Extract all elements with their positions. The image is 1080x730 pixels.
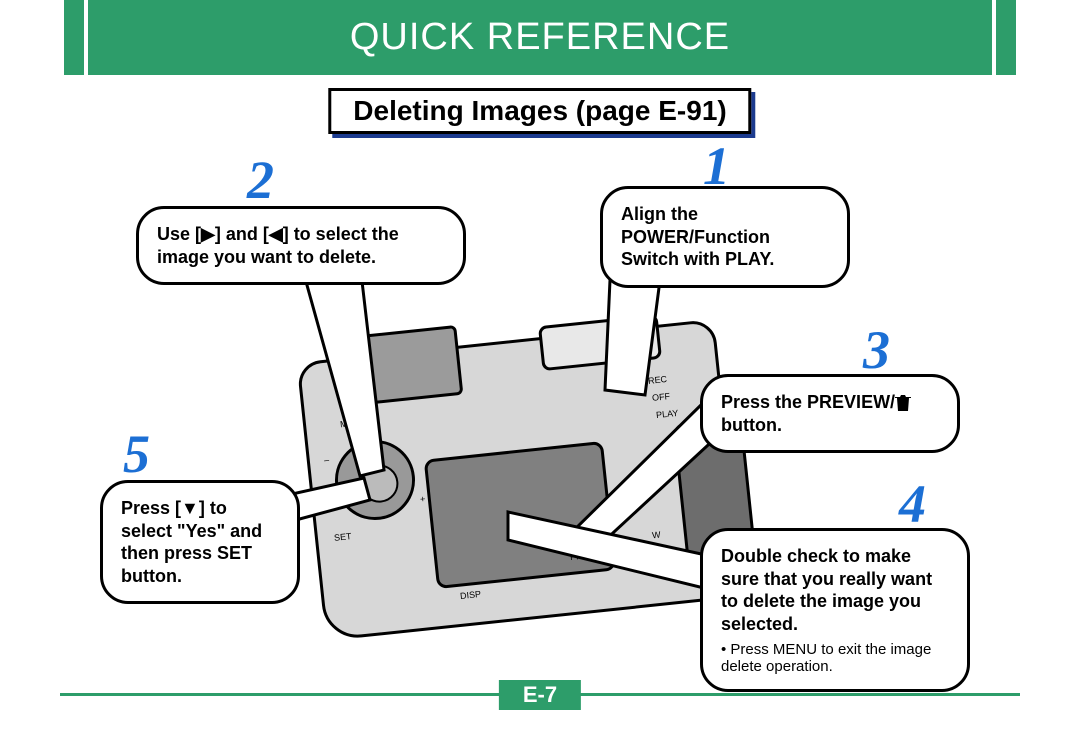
step-1-number: 1 [703,139,730,193]
camera-label-plus: + [419,494,425,504]
camera-illustration: MENU SET DISP PREVIEW REC OFF PLAY T W –… [280,300,740,630]
step-2-text: Use [▶] and [◀] to select the image you … [157,223,445,268]
camera-label-off: OFF [652,391,671,403]
step-2-number: 2 [247,153,274,207]
camera-label-w: W [652,530,661,541]
step-3-number: 3 [863,323,890,377]
header-band: QUICK REFERENCE [60,0,1020,75]
step-4-number: 4 [899,477,926,531]
step-4-callout: 4 Double check to make sure that you rea… [700,528,970,692]
page-number-badge: E-7 [499,680,581,710]
step-1-callout: 1 Align the POWER/Function Switch with P… [600,186,850,288]
step-4-subtext: • Press MENU to exit the image delete op… [721,641,949,675]
camera-screen [424,441,617,589]
camera-viewfinder [357,325,464,405]
step-4-text: Double check to make sure that you reall… [721,545,949,635]
header-stripe-left [60,0,88,75]
step-5-text: Press [▼] to select "Yes" and then press… [121,497,279,587]
camera-label-t: T [647,470,654,481]
page-title: QUICK REFERENCE [88,0,992,75]
step-2-callout: 2 Use [▶] and [◀] to select the image yo… [136,206,466,285]
camera-label-minus: – [323,455,329,465]
step-5-number: 5 [123,427,150,481]
trash-icon [895,394,911,412]
section-title: Deleting Images (page E-91) [328,88,751,134]
camera-label-rec: REC [648,374,668,386]
section-title-wrap: Deleting Images (page E-91) [328,88,751,134]
header-stripe-right [992,0,1020,75]
step-1-text: Align the POWER/Function Switch with PLA… [621,203,829,271]
step-3-text-inner: Press the PREVIEW/ button. [721,392,911,435]
step-3-callout: 3 Press the PREVIEW/ button. [700,374,960,453]
camera-label-set: SET [334,531,352,543]
step-5-callout: 5 Press [▼] to select "Yes" and then pre… [100,480,300,604]
step-3-text: Press the PREVIEW/ button. [721,391,939,436]
page: QUICK REFERENCE Deleting Images (page E-… [0,0,1080,730]
